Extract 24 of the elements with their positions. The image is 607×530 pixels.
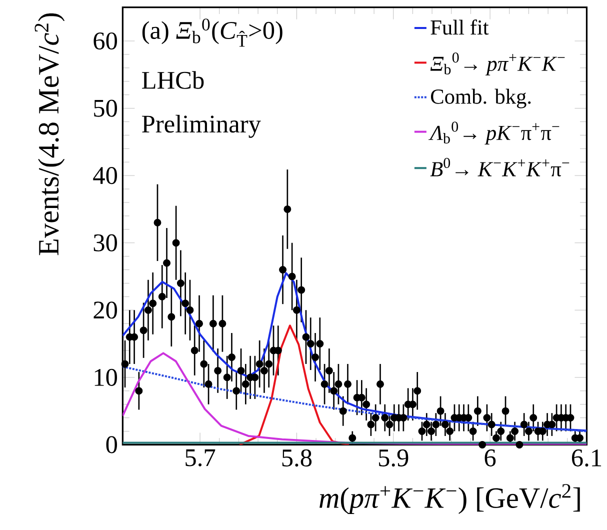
line-series xyxy=(122,352,587,445)
text: B$^{0}$→ K$^{−}$K$^{+}$K$^{+}$π$^{−}$ xyxy=(430,158,570,176)
y-tick-label: 0 xyxy=(106,436,117,454)
legend-label: Comb. bkg. xyxy=(430,88,531,108)
x-tick-label: 6.1 xyxy=(572,449,602,467)
legend-label: Full fit xyxy=(430,19,489,35)
y-tick-label: 30 xyxy=(94,234,117,252)
text: m(pπ$^{+}$K$^{−}$K$^{−}$) [GeV/c$^{2}$] xyxy=(320,484,580,514)
annotation: Preliminary xyxy=(142,114,261,138)
x-tick-label: 5.8 xyxy=(282,449,312,467)
annotation: LHCb xyxy=(142,71,204,89)
y-tick-label: 60 xyxy=(94,32,117,50)
y-axis-title: Events/(4.8 MeV/c$^{2}$) xyxy=(34,13,65,256)
y-tick-label: 20 xyxy=(94,302,117,319)
x-tick-label: 5.9 xyxy=(379,449,408,467)
line-series xyxy=(238,324,350,445)
y-tick-label: 40 xyxy=(93,167,117,184)
annotation: (a) Ξ$_{b}$$^{0}$(C$_{T̂}$>0) xyxy=(142,18,282,47)
y-tick-label: 10 xyxy=(94,368,117,386)
text: Ξ$_{b}$$^{0}$→ pπ$^{+}$K$^{−}$K$^{−}$ xyxy=(430,52,565,76)
x-tick-label: 6 xyxy=(484,449,496,466)
y-tick-label: 50 xyxy=(94,100,117,117)
text: Λ$_{b}$$^{0}$→ pK$^{−}$π$^{+}$π$^{−}$ xyxy=(428,122,560,144)
x-tick-label: 5.7 xyxy=(186,449,216,466)
